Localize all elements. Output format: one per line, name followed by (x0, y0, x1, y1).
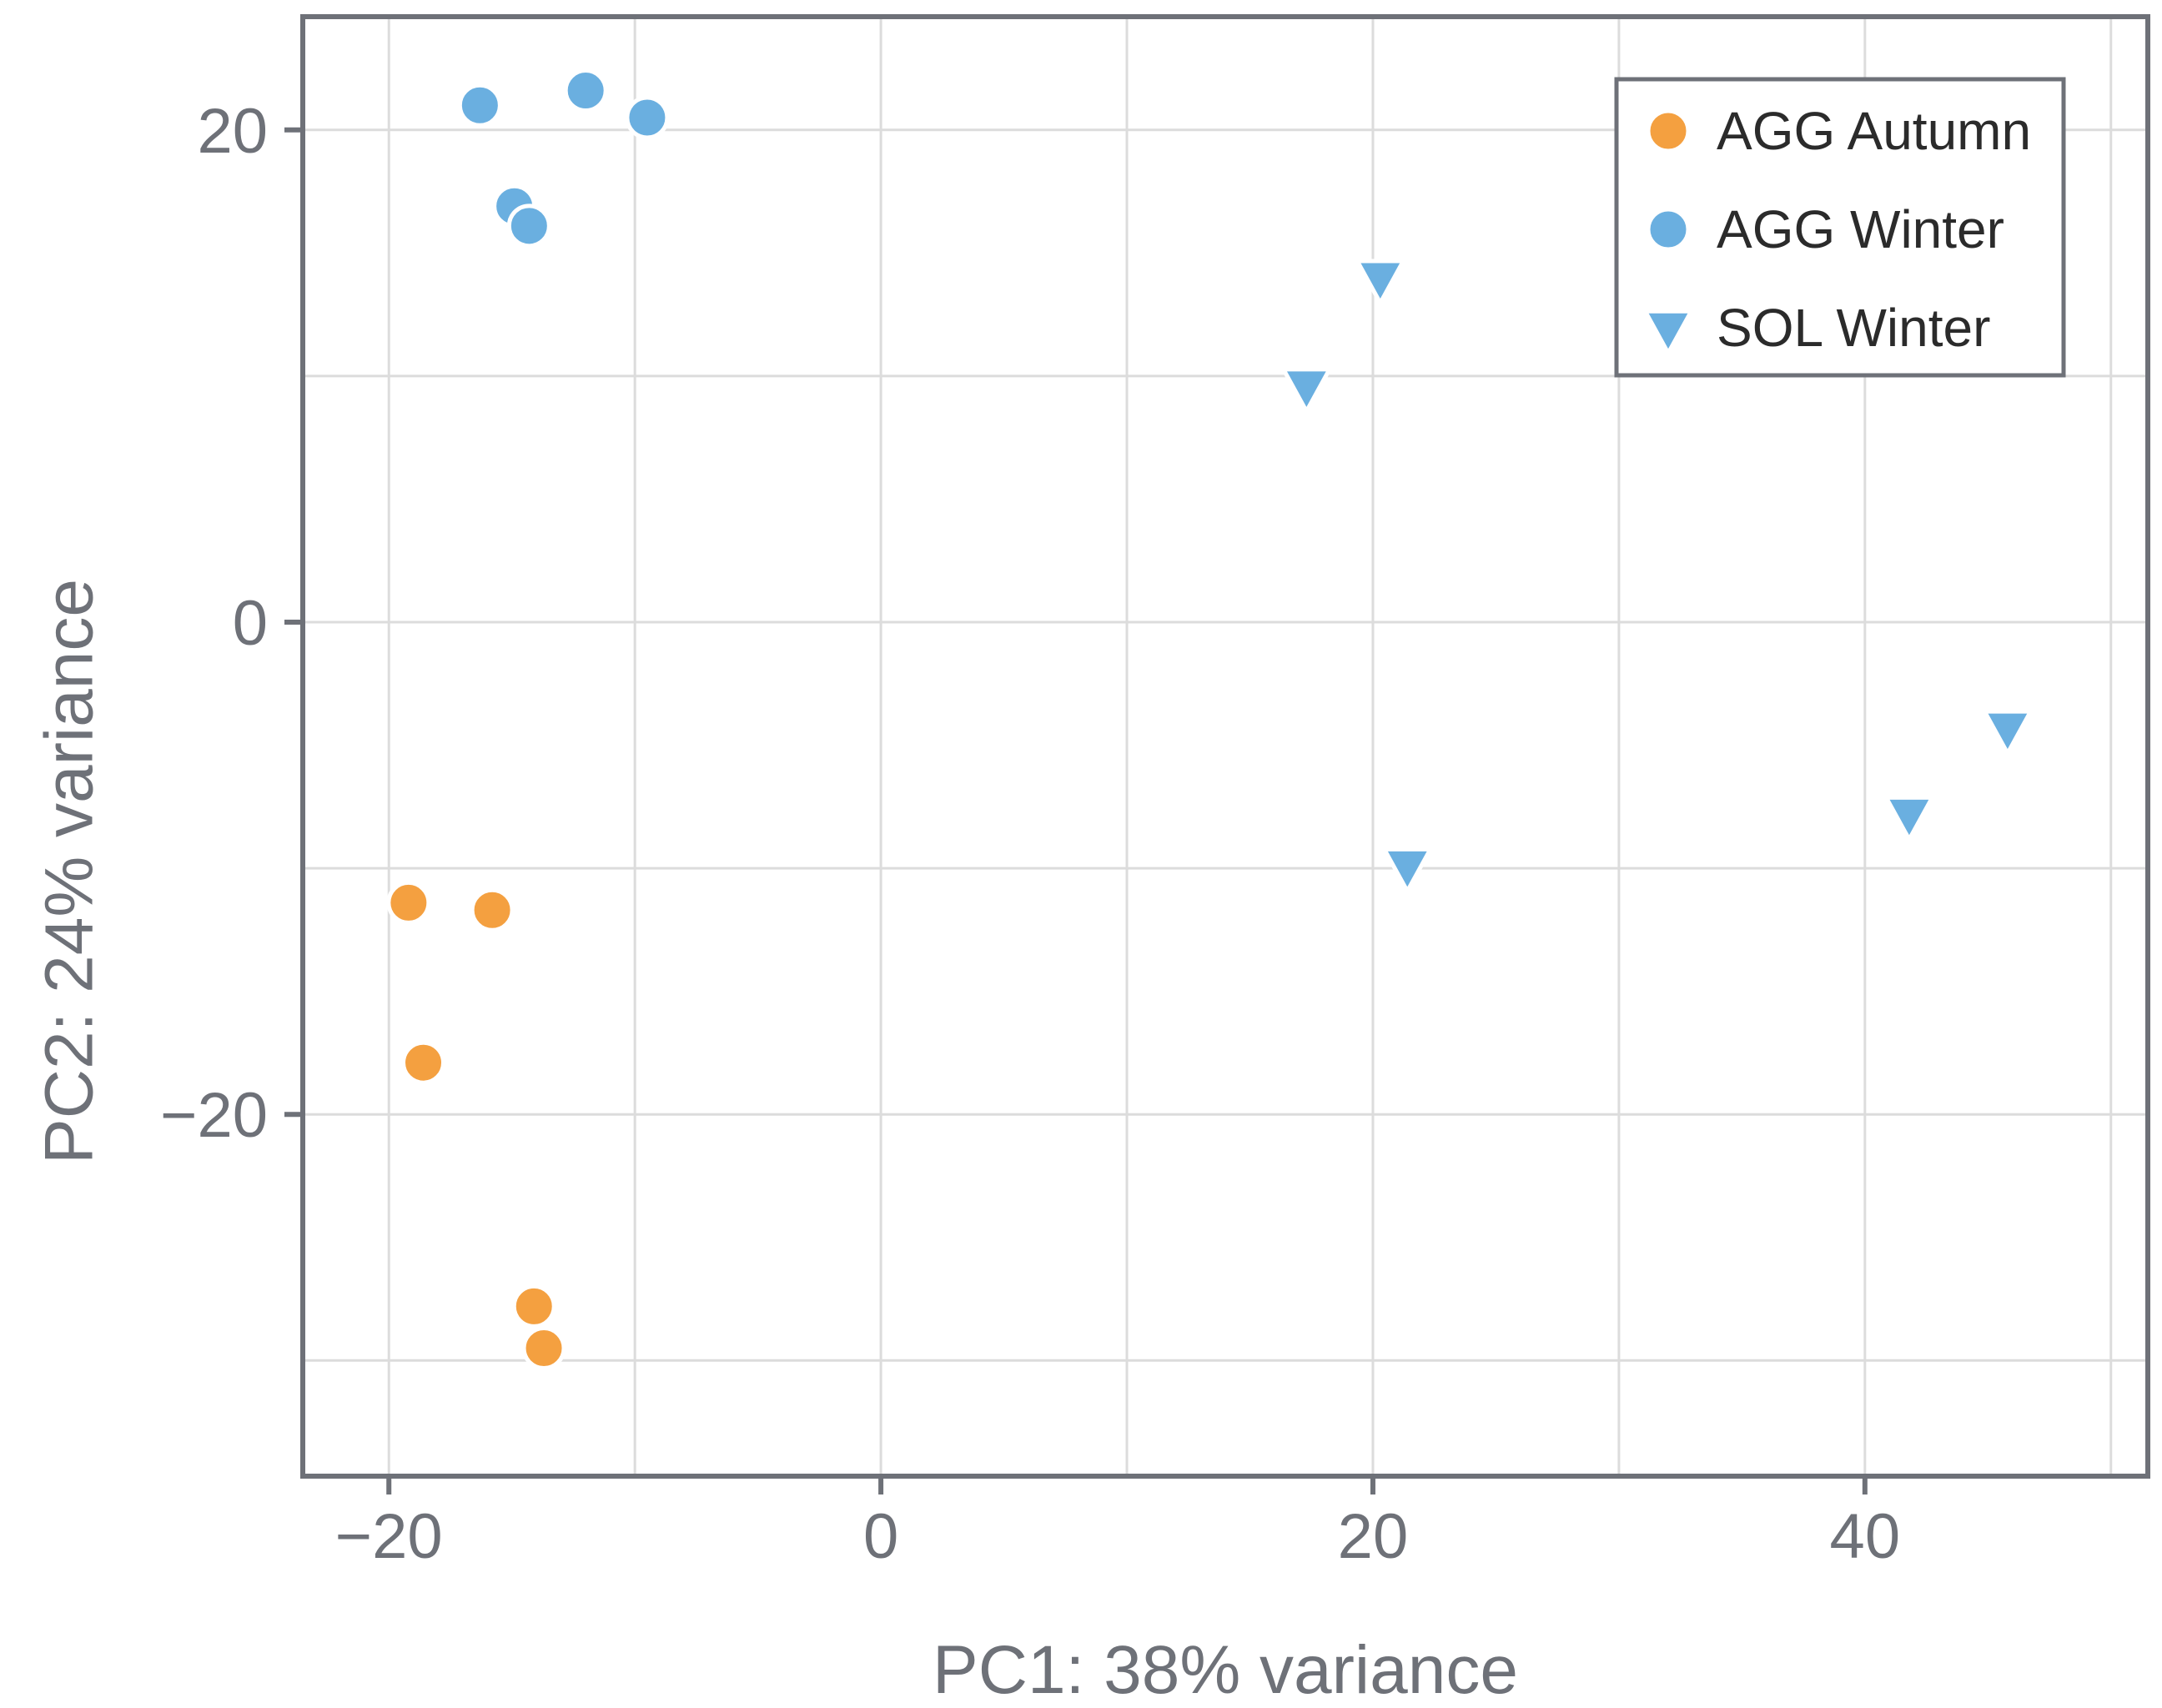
legend-box (1614, 77, 2066, 378)
y-tick-label: −20 (160, 1080, 268, 1151)
data-points (386, 68, 2034, 1371)
x-axis: −20 0 20 40 (335, 1476, 1900, 1572)
point-agg-winter (563, 68, 608, 113)
legend-key-agg-autumn (1646, 108, 1691, 153)
x-axis-title: PC1: 38% variance (933, 1632, 1518, 1708)
x-tick-label: 20 (1338, 1501, 1409, 1572)
x-tick-label: −20 (335, 1501, 443, 1572)
point-sol-winter (1981, 709, 2034, 758)
point-agg-winter (506, 203, 551, 249)
legend-key-sol-winter (1642, 309, 1695, 358)
legend-key-agg-winter (1646, 207, 1691, 252)
point-agg-autumn (386, 880, 431, 925)
y-axis-title: PC2: 24% variance (32, 579, 108, 1164)
y-axis: −20 0 20 (160, 96, 303, 1151)
legend-label-sol-winter: SOL Winter (1717, 298, 1990, 358)
legend-label-agg-autumn: AGG Autumn (1717, 101, 2031, 161)
point-agg-autumn (511, 1284, 556, 1329)
point-agg-winter (625, 95, 670, 140)
point-agg-autumn (401, 1040, 446, 1085)
point-agg-autumn (521, 1326, 566, 1371)
x-tick-label: 0 (863, 1501, 898, 1572)
y-tick-label: 0 (233, 588, 268, 659)
point-sol-winter (1280, 367, 1334, 416)
point-sol-winter (1380, 846, 1435, 896)
point-agg-winter (457, 83, 502, 128)
point-sol-winter (1883, 795, 1936, 844)
x-tick-label: 40 (1830, 1501, 1901, 1572)
y-tick-label: 20 (197, 96, 268, 167)
legend-label-agg-winter: AGG Winter (1717, 199, 2004, 259)
point-agg-autumn (470, 887, 515, 932)
point-sol-winter (1353, 259, 1407, 308)
legend: AGG Autumn AGG Winter SOL Winter (1614, 77, 2066, 378)
plot-panel-border (300, 14, 2150, 1479)
